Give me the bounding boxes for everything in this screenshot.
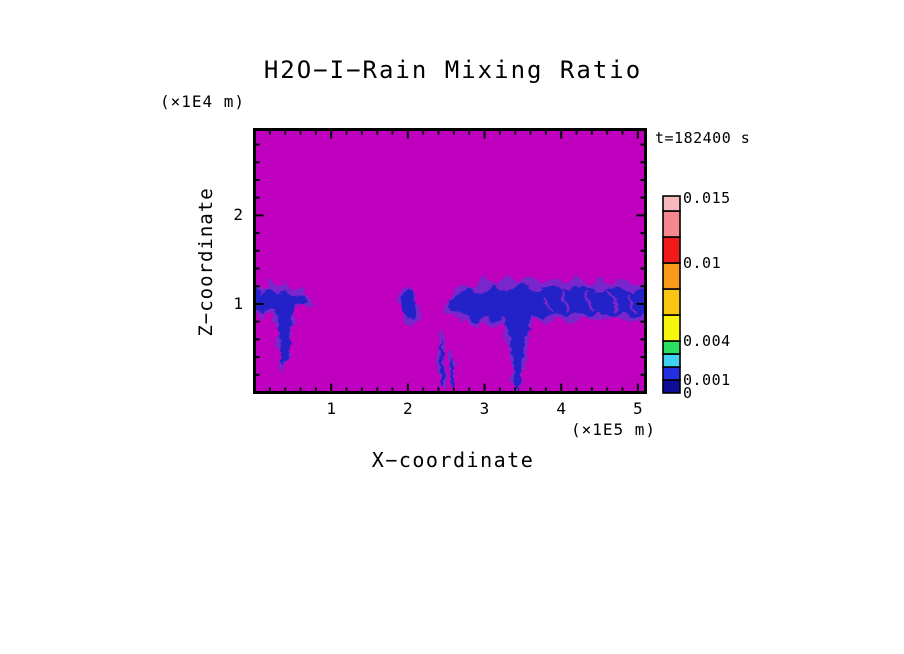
- colorbar-segment-6: [662, 262, 681, 290]
- contour-region-band-streak-b: [561, 290, 571, 309]
- contour-region-mid-blob-core: [400, 288, 417, 322]
- x-tick-label-1: 1: [326, 399, 336, 418]
- colorbar: [661, 194, 685, 396]
- colorbar-segment-9: [662, 195, 681, 212]
- contour-region-left-band-core: [255, 288, 309, 366]
- colorbar-tick-label-0.01: 0.01: [683, 254, 722, 272]
- contour-region-band-streak-a: [542, 295, 551, 311]
- colorbar-segment-0: [662, 379, 681, 394]
- colorbar-segment-8: [662, 210, 681, 238]
- colorbar-tick-label-0: 0: [683, 384, 693, 402]
- contour-region-right-band-core: [450, 284, 645, 390]
- colorbar-segment-3: [662, 340, 681, 355]
- x-tick-label-5: 5: [633, 399, 643, 418]
- x-axis-title: X−coordinate: [371, 448, 535, 472]
- plot-area: [253, 128, 647, 394]
- colorbar-tick-label-0.004: 0.004: [683, 332, 731, 350]
- contour-region-streak-2-core: [450, 355, 454, 389]
- x-tick-label-3: 3: [479, 399, 490, 418]
- figure-title: H2O−I−Rain Mixing Ratio: [263, 56, 643, 84]
- contour-region-band-streak-d: [607, 290, 617, 311]
- colorbar-segment-4: [662, 314, 681, 342]
- x-tick-label-2: 2: [403, 399, 413, 418]
- colorbar-segment-2: [662, 353, 681, 368]
- colorbar-segment-5: [662, 288, 681, 316]
- y-axis-unit-label: (×1E4 m): [160, 92, 246, 111]
- plot-frame: [253, 128, 647, 394]
- colorbar-segment-7: [662, 236, 681, 264]
- colorbar-tick-label-0.001: 0.001: [683, 371, 731, 389]
- z-tick-label-1: 1: [233, 293, 243, 313]
- x-axis-unit-label: (×1E5 m): [570, 420, 656, 439]
- x-tick-label-4: 4: [556, 399, 566, 418]
- contour-region-band-streak-e: [626, 295, 636, 313]
- time-annotation: t=182400 s: [655, 129, 751, 147]
- colorbar-tick-label-0.015: 0.015: [683, 189, 731, 207]
- contour-region-band-streak-c: [584, 293, 594, 311]
- contour-region-streak-1-core: [440, 337, 445, 389]
- z-tick-label-2: 2: [233, 205, 243, 225]
- colorbar-segment-1: [662, 366, 681, 381]
- field-background: [254, 129, 646, 393]
